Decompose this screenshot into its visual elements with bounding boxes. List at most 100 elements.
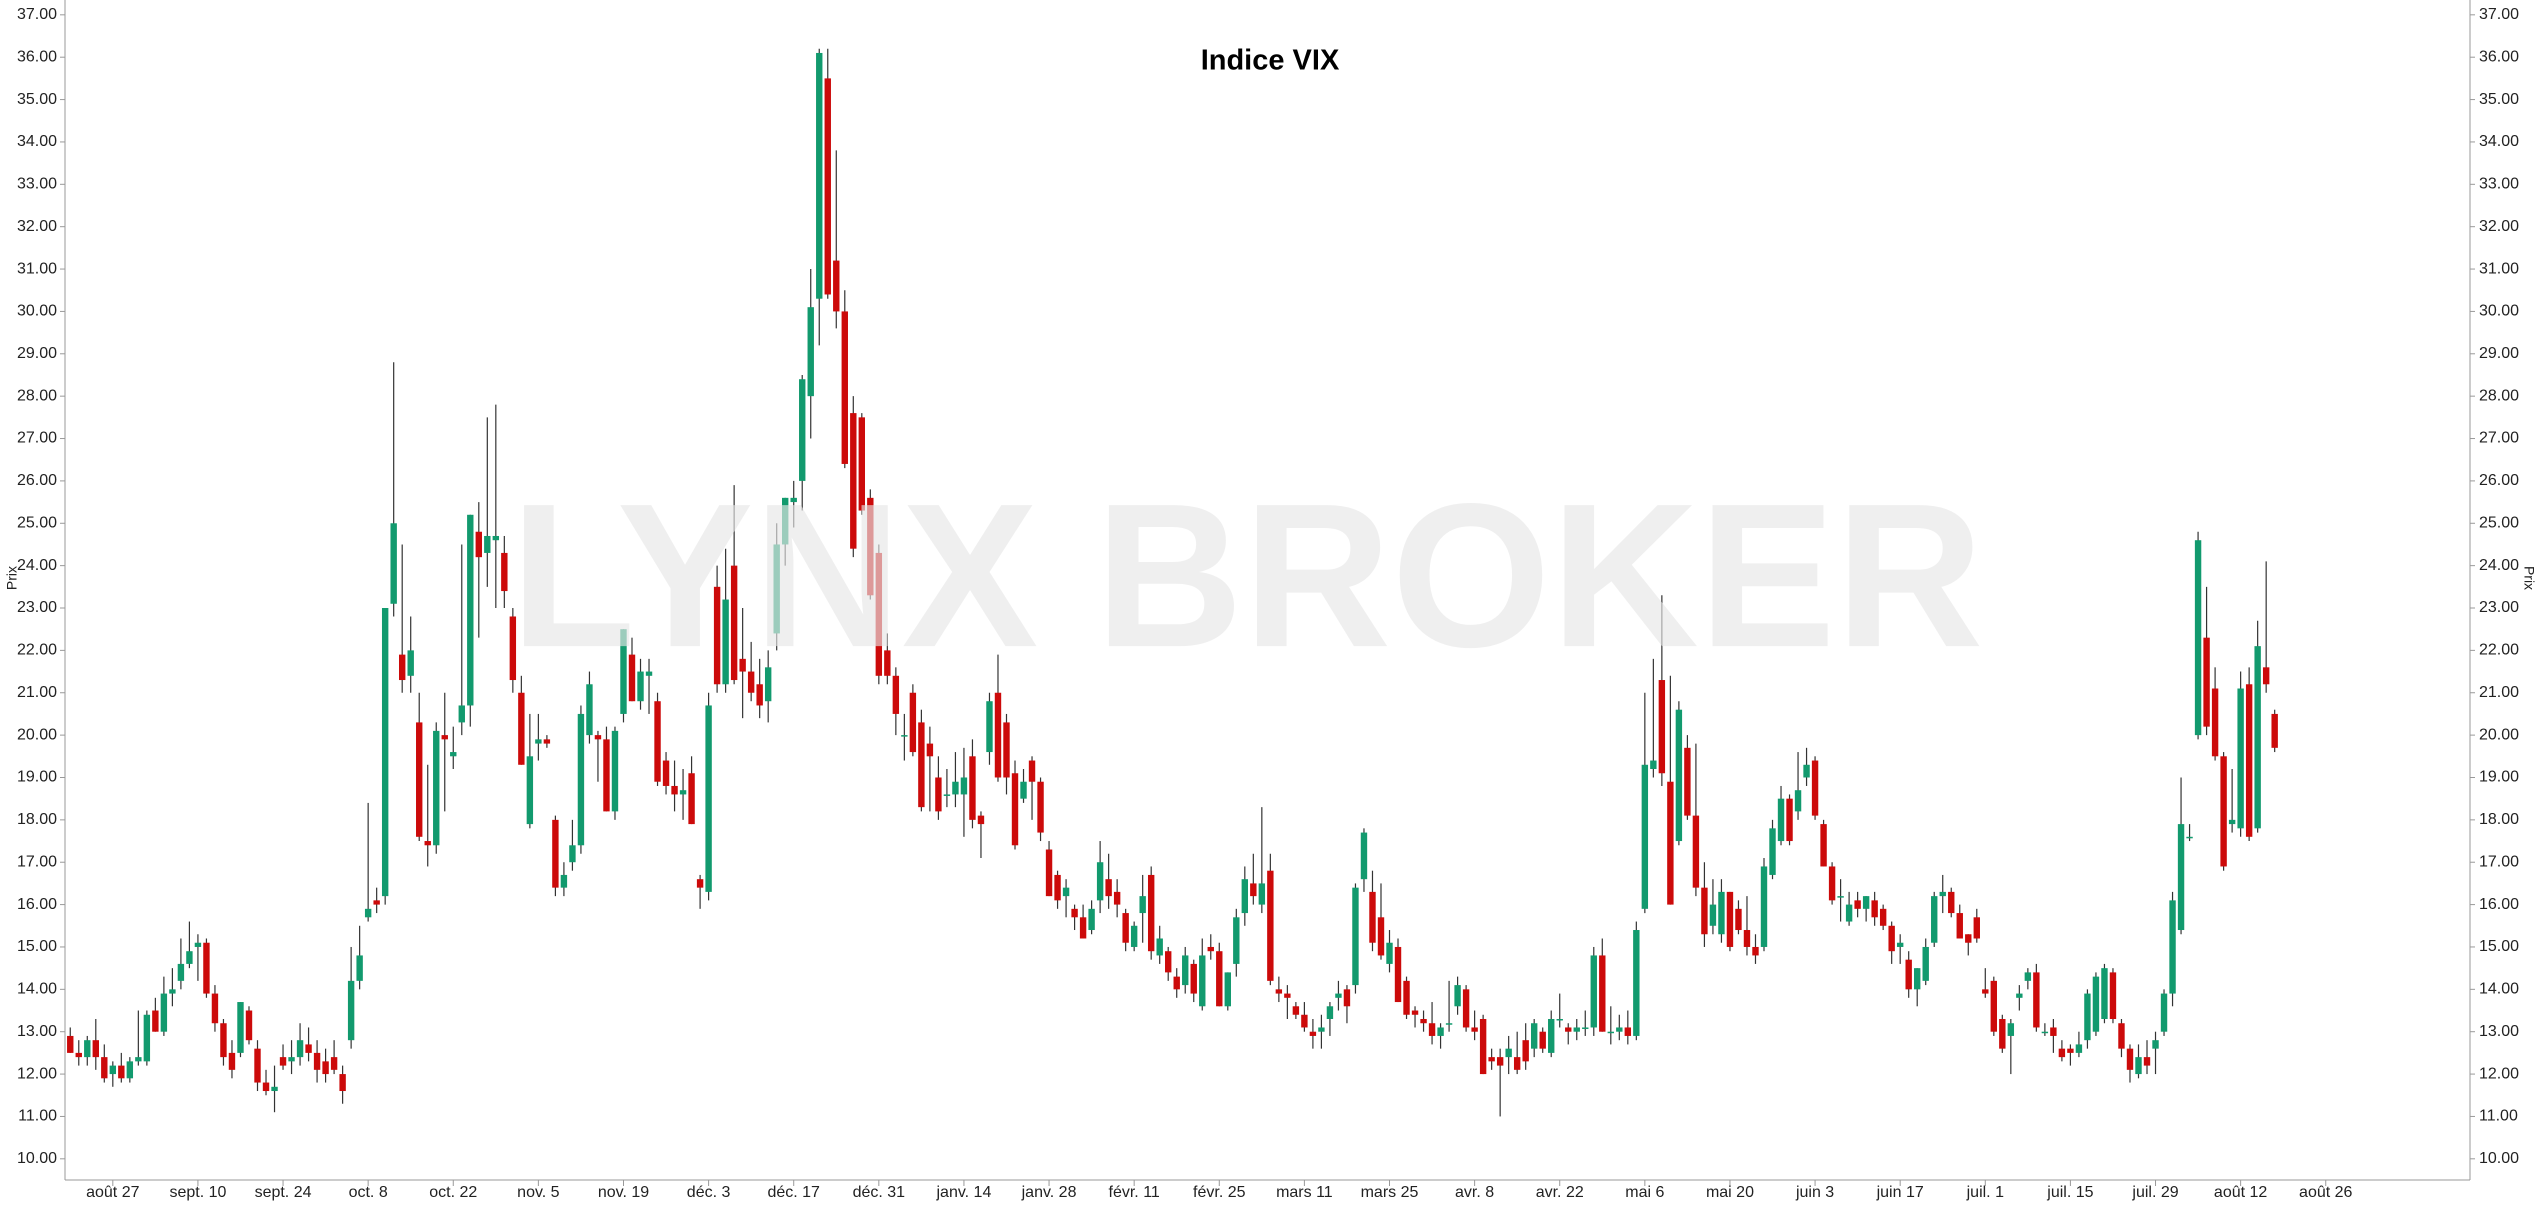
candle-body — [92, 1040, 99, 1058]
candle-body — [75, 1052, 82, 1058]
candle-body — [1224, 972, 1231, 1007]
candle-body — [1403, 980, 1410, 1015]
candle-body — [2101, 968, 2108, 1019]
candle-body — [747, 671, 755, 693]
candle-body — [1292, 1006, 1300, 1015]
candle-body — [713, 586, 721, 685]
candle-body — [1565, 1027, 1572, 1032]
candle-body — [1386, 942, 1393, 964]
candle-body — [1888, 925, 1895, 952]
candle-body — [373, 900, 380, 905]
candle-body — [1845, 904, 1853, 922]
candle-body — [2143, 1057, 2151, 1066]
candle-body — [2024, 972, 2032, 981]
candle-body — [407, 650, 414, 676]
candle-body — [1599, 955, 1606, 1032]
candle-body — [2254, 646, 2261, 829]
candle-body — [1931, 896, 1938, 943]
candle-body — [2050, 1027, 2057, 1036]
candle-body — [1020, 781, 1027, 799]
y-tick-label: 17.00 — [17, 853, 57, 870]
candle-body — [203, 942, 210, 994]
candle-body — [1965, 934, 1972, 943]
candle-body — [228, 1052, 236, 1070]
candle-body — [1922, 946, 1929, 981]
candle-body — [1309, 1031, 1317, 1036]
candle-body — [611, 730, 619, 812]
candle-body — [1505, 1048, 1512, 1058]
y-tick-label-right: 13.00 — [2479, 1023, 2519, 1040]
candle-body — [1182, 955, 1189, 986]
candle-body — [1369, 891, 1376, 943]
candle-body — [501, 552, 508, 592]
candle-body — [2220, 756, 2227, 867]
candle-body — [2067, 1048, 2074, 1053]
candle-body — [1335, 993, 1342, 998]
candle-body — [1207, 946, 1214, 952]
candle-body — [1828, 866, 1836, 901]
x-tick-label: déc. 3 — [687, 1184, 731, 1201]
candle-body — [1896, 942, 1904, 947]
candle-body — [2160, 993, 2168, 1032]
watermark: LYNX BROKER — [510, 461, 1983, 690]
candle-body — [1105, 879, 1112, 897]
candle-body — [1556, 1018, 1563, 1021]
x-tick-label: mars 25 — [1361, 1184, 1419, 1201]
x-tick-label: oct. 8 — [349, 1184, 388, 1201]
y-tick-label-right: 17.00 — [2479, 853, 2519, 870]
candle-body — [756, 684, 763, 706]
candle-body — [1914, 968, 1921, 990]
candle-body — [620, 629, 627, 714]
candle-body — [969, 756, 976, 820]
candle-body — [390, 523, 397, 604]
candle-body — [909, 692, 917, 753]
candle-body — [67, 1035, 74, 1053]
candle-body — [152, 1010, 159, 1032]
candle-body — [1837, 896, 1844, 898]
candle-body — [1445, 1023, 1453, 1025]
candle-body — [722, 599, 729, 685]
candle-body — [1360, 832, 1368, 880]
candle-body — [790, 497, 797, 503]
candle-body — [1079, 917, 1087, 939]
candle-body — [1871, 900, 1878, 918]
y-tick-label: 18.00 — [17, 811, 57, 828]
y-tick-label: 19.00 — [17, 769, 57, 786]
y-tick-label: 31.00 — [17, 260, 57, 277]
candle-body — [1641, 764, 1649, 909]
y-tick-label: 30.00 — [17, 303, 57, 320]
candle-body — [935, 777, 942, 812]
candle-body — [2118, 1023, 2125, 1049]
candle-body — [1216, 951, 1223, 1007]
candle-body — [1607, 1031, 1614, 1034]
y-tick-label: 35.00 — [17, 91, 57, 108]
candle-body — [1488, 1057, 1495, 1062]
candle-body — [730, 565, 738, 681]
candle-body — [1003, 722, 1010, 778]
candle-body — [475, 531, 482, 558]
candle-body — [1045, 849, 1053, 897]
candle-body — [1718, 891, 1725, 935]
y-tick-label-right: 14.00 — [2479, 981, 2519, 998]
y-tick-label-right: 26.00 — [2479, 472, 2519, 489]
candle-body — [279, 1057, 287, 1066]
candle-body — [2041, 1031, 2049, 1034]
y-tick-label-right: 35.00 — [2479, 91, 2519, 108]
x-tick-label: sept. 24 — [255, 1184, 312, 1201]
candle-body — [118, 1065, 125, 1079]
y-tick-label-right: 23.00 — [2479, 599, 2519, 616]
candle-body — [518, 692, 525, 765]
x-tick-label: juil. 29 — [2131, 1184, 2178, 1201]
candle-body — [1165, 951, 1172, 973]
candle-body — [160, 993, 168, 1032]
candle-body — [1905, 959, 1912, 990]
candle-body — [1054, 874, 1061, 901]
candle-body — [841, 311, 848, 464]
candle-body — [977, 815, 985, 825]
candle-body — [2135, 1057, 2142, 1075]
candle-body — [782, 497, 789, 545]
y-tick-label: 12.00 — [17, 1065, 57, 1082]
candle-body — [1777, 798, 1785, 842]
candle-body — [484, 535, 491, 553]
